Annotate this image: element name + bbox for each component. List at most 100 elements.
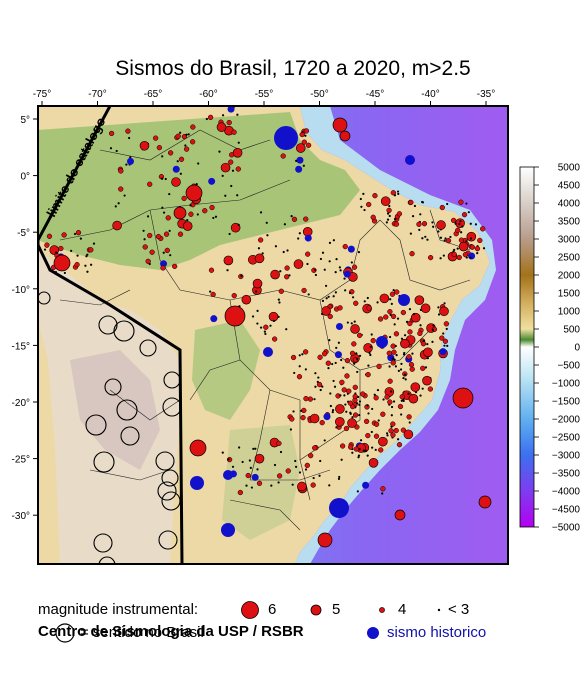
event-mag4 <box>319 420 325 426</box>
event-small <box>397 369 400 372</box>
event-small <box>346 321 349 324</box>
event-small <box>168 192 171 196</box>
event-small <box>187 133 190 136</box>
event-mag4 <box>303 216 309 222</box>
event-small <box>237 141 240 144</box>
event-small <box>358 448 361 451</box>
event-mag5 <box>295 143 306 153</box>
event-mag4 <box>75 229 82 236</box>
credit: Centro de Sismologia da USP / RSBR <box>38 623 304 640</box>
event-small <box>338 475 341 479</box>
event-historic <box>343 270 351 278</box>
felt-event <box>155 451 175 471</box>
event-small <box>356 490 359 493</box>
event-small <box>437 313 441 316</box>
event-mag4 <box>342 243 348 250</box>
event-mag4 <box>142 244 148 250</box>
event-small <box>403 334 407 337</box>
event-small <box>334 361 337 365</box>
event-mag4 <box>165 215 171 221</box>
event-small <box>412 312 415 316</box>
event-small <box>314 372 317 375</box>
event-small <box>331 408 335 412</box>
event-small <box>395 354 398 357</box>
colorbar-tick-label: 4500 <box>558 181 581 192</box>
event-mag4 <box>400 309 407 316</box>
event-mag4 <box>366 201 372 208</box>
event-small <box>408 308 412 311</box>
event-small <box>109 147 113 150</box>
event-small <box>349 412 352 415</box>
event-mag4 <box>344 373 350 379</box>
event-mag5 <box>252 278 263 289</box>
event-mag4 <box>263 324 269 330</box>
event-mag4 <box>339 379 345 386</box>
lon-tick-label: -35° <box>477 89 495 100</box>
event-small <box>442 332 445 335</box>
event-mag5 <box>347 418 357 428</box>
event-small <box>469 256 472 259</box>
event-small <box>362 192 365 195</box>
event-mag5 <box>254 453 265 464</box>
event-small <box>397 192 400 196</box>
event-mag4 <box>389 291 396 297</box>
event-small <box>407 392 410 395</box>
event-small <box>261 252 264 255</box>
colorbar-tick-label: −4000 <box>552 487 581 498</box>
event-mag4 <box>417 330 423 337</box>
event-mag4 <box>353 446 359 452</box>
event-small <box>344 289 347 292</box>
event-mag4 <box>145 258 151 265</box>
event-small <box>359 439 363 442</box>
event-small <box>272 319 276 323</box>
event-mag4 <box>420 365 426 371</box>
event-small <box>114 205 117 208</box>
event-small <box>313 398 316 401</box>
event-mag4 <box>399 394 405 400</box>
event-small <box>256 309 259 312</box>
event-small <box>205 117 208 121</box>
event-small <box>351 416 354 419</box>
event-small <box>327 367 330 370</box>
event-small <box>363 300 366 303</box>
event-small <box>359 197 362 201</box>
event-mag4 <box>178 156 185 162</box>
event-small <box>238 446 241 449</box>
event-mag4 <box>209 204 215 211</box>
event-mag5 <box>379 293 390 304</box>
event-small <box>390 405 394 409</box>
event-small <box>392 357 395 360</box>
event-small <box>298 471 302 474</box>
event-mag4 <box>406 354 412 360</box>
colorbar-tick-label: −5000 <box>552 523 581 534</box>
event-small <box>314 273 317 277</box>
event-small <box>43 248 47 251</box>
event-small <box>210 103 212 105</box>
event-small <box>350 322 353 325</box>
event-small <box>298 354 301 357</box>
event-mag4 <box>327 313 333 320</box>
event-mag5 <box>408 393 419 404</box>
event-mag5 <box>335 404 345 414</box>
event-small <box>388 365 391 368</box>
colorbar-tick-label: 0 <box>574 343 580 354</box>
event-mag4 <box>190 124 196 130</box>
event-small <box>340 358 343 362</box>
event-small <box>461 225 464 228</box>
event-small <box>129 156 132 159</box>
event-mag4 <box>256 480 263 487</box>
event-small <box>279 270 282 273</box>
event-mag4 <box>393 331 400 337</box>
event-small <box>298 365 301 368</box>
event-small <box>386 218 390 221</box>
event-mag4 <box>396 442 403 448</box>
event-mag4 <box>125 128 131 134</box>
event-small <box>394 365 397 368</box>
event-mag4 <box>390 421 396 427</box>
event-historic-large <box>263 347 273 357</box>
event-historic <box>362 481 370 489</box>
event-small <box>290 215 293 218</box>
lon-tick-label: -65° <box>144 89 162 100</box>
event-mag4 <box>387 399 393 405</box>
